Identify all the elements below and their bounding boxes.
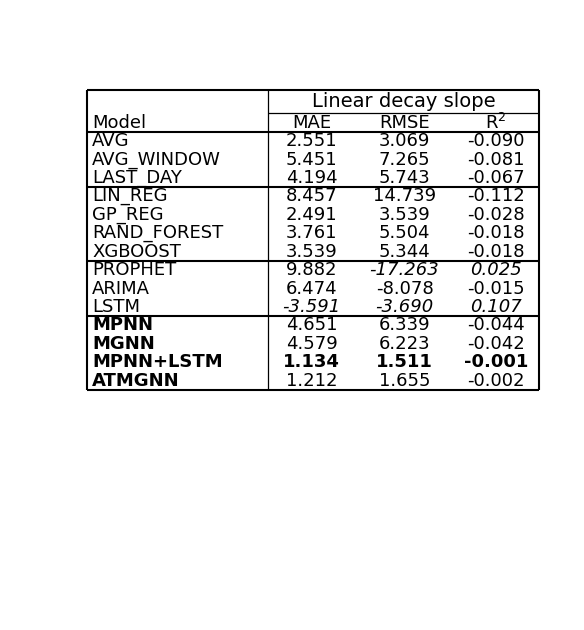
Text: 14.739: 14.739 bbox=[373, 187, 436, 205]
Text: 4.579: 4.579 bbox=[286, 335, 338, 353]
Text: ATMGNN: ATMGNN bbox=[92, 372, 180, 390]
Text: AVG_WINDOW: AVG_WINDOW bbox=[92, 151, 221, 168]
Text: 8.457: 8.457 bbox=[286, 187, 338, 205]
Text: 5.344: 5.344 bbox=[378, 243, 430, 261]
Text: -0.112: -0.112 bbox=[467, 187, 525, 205]
Text: MPNN+LSTM: MPNN+LSTM bbox=[92, 353, 223, 371]
Text: -0.028: -0.028 bbox=[467, 206, 525, 224]
Text: -3.591: -3.591 bbox=[283, 298, 341, 316]
Text: 5.451: 5.451 bbox=[286, 151, 338, 168]
Text: -0.002: -0.002 bbox=[467, 372, 525, 390]
Text: RMSE: RMSE bbox=[379, 113, 430, 132]
Text: 3.069: 3.069 bbox=[379, 132, 430, 150]
Text: -0.067: -0.067 bbox=[467, 169, 525, 187]
Text: -8.078: -8.078 bbox=[376, 280, 433, 297]
Text: PROPHET: PROPHET bbox=[92, 261, 176, 279]
Text: 1.134: 1.134 bbox=[283, 353, 340, 371]
Text: Model: Model bbox=[92, 113, 146, 132]
Text: -0.081: -0.081 bbox=[467, 151, 525, 168]
Text: MAE: MAE bbox=[292, 113, 331, 132]
Text: 5.504: 5.504 bbox=[379, 224, 430, 243]
Text: -3.690: -3.690 bbox=[376, 298, 434, 316]
Text: 9.882: 9.882 bbox=[286, 261, 338, 279]
Text: -17.263: -17.263 bbox=[370, 261, 439, 279]
Text: R$^2$: R$^2$ bbox=[485, 113, 507, 133]
Text: LIN_REG: LIN_REG bbox=[92, 187, 168, 205]
Text: MGNN: MGNN bbox=[92, 335, 155, 353]
Text: 0.025: 0.025 bbox=[470, 261, 522, 279]
Text: -0.018: -0.018 bbox=[467, 224, 525, 243]
Text: Linear decay slope: Linear decay slope bbox=[312, 93, 495, 112]
Text: 3.539: 3.539 bbox=[286, 243, 338, 261]
Text: LSTM: LSTM bbox=[92, 298, 140, 316]
Text: 4.651: 4.651 bbox=[286, 316, 338, 335]
Text: 6.474: 6.474 bbox=[286, 280, 338, 297]
Text: 5.743: 5.743 bbox=[378, 169, 430, 187]
Text: -0.018: -0.018 bbox=[467, 243, 525, 261]
Text: -0.044: -0.044 bbox=[467, 316, 525, 335]
Text: 1.511: 1.511 bbox=[376, 353, 433, 371]
Text: ARIMA: ARIMA bbox=[92, 280, 150, 297]
Text: -0.015: -0.015 bbox=[467, 280, 525, 297]
Text: -0.042: -0.042 bbox=[467, 335, 525, 353]
Text: -0.090: -0.090 bbox=[467, 132, 525, 150]
Text: XGBOOST: XGBOOST bbox=[92, 243, 181, 261]
Text: GP_REG: GP_REG bbox=[92, 206, 164, 224]
Text: AVG: AVG bbox=[92, 132, 130, 150]
Text: RAND_FOREST: RAND_FOREST bbox=[92, 224, 223, 243]
Text: 2.491: 2.491 bbox=[286, 206, 338, 224]
Text: 4.194: 4.194 bbox=[286, 169, 338, 187]
Text: 3.539: 3.539 bbox=[378, 206, 430, 224]
Text: 6.223: 6.223 bbox=[378, 335, 430, 353]
Text: 2.551: 2.551 bbox=[286, 132, 338, 150]
Text: 3.761: 3.761 bbox=[286, 224, 338, 243]
Text: MPNN: MPNN bbox=[92, 316, 153, 335]
Text: -0.001: -0.001 bbox=[464, 353, 529, 371]
Text: 1.655: 1.655 bbox=[379, 372, 430, 390]
Text: 7.265: 7.265 bbox=[378, 151, 430, 168]
Text: LAST_DAY: LAST_DAY bbox=[92, 169, 182, 187]
Text: 1.212: 1.212 bbox=[286, 372, 338, 390]
Text: 0.107: 0.107 bbox=[470, 298, 522, 316]
Text: 6.339: 6.339 bbox=[378, 316, 430, 335]
